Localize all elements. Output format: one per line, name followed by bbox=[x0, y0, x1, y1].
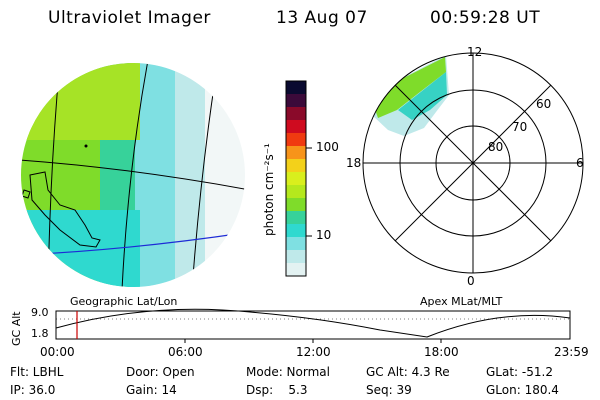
alt-ytick-1-8: 1.8 bbox=[31, 327, 49, 340]
colorbar-frame bbox=[285, 80, 307, 277]
status-ip: IP: 36.0 bbox=[10, 383, 56, 397]
alt-ytick-9: 9.0 bbox=[31, 306, 49, 319]
mlt-label-top: 12 bbox=[467, 45, 483, 59]
status-filter: Flt: LBHL bbox=[10, 365, 64, 379]
time-label: 00:59:28 UT bbox=[430, 8, 541, 28]
status-seq: Seq: 39 bbox=[366, 383, 412, 397]
mlat-label-60: 60 bbox=[536, 97, 552, 111]
colorbar-segment bbox=[286, 224, 306, 238]
colorbar-segment bbox=[286, 133, 306, 147]
geographic-disk bbox=[21, 63, 245, 287]
colorbar-segment bbox=[286, 172, 306, 186]
mlat-label-80: 80 bbox=[488, 140, 504, 154]
colorbar-segment bbox=[286, 263, 306, 277]
status-glon: GLon: 180.4 bbox=[486, 383, 559, 397]
alt-xtick-0000: 00:00 bbox=[40, 345, 75, 359]
alt-xtick-1200: 12:00 bbox=[296, 345, 331, 359]
colorbar-unit-label: photon cm⁻²s⁻¹ bbox=[262, 143, 276, 236]
alt-xtick-1800: 18:00 bbox=[424, 345, 459, 359]
colorbar-segment bbox=[286, 107, 306, 121]
altitude-plot bbox=[55, 308, 571, 343]
colorbar-segment bbox=[286, 81, 306, 95]
status-gain: Gain: 14 bbox=[126, 383, 177, 397]
mlat-label-70: 70 bbox=[512, 120, 528, 134]
colorbar-segment bbox=[286, 198, 306, 212]
alt-xtick-0600: 06:00 bbox=[168, 345, 203, 359]
alt-ylabel: GC Alt bbox=[10, 311, 23, 346]
colorbar bbox=[286, 81, 306, 277]
colorbar-segment bbox=[286, 185, 306, 199]
colorbar-segment bbox=[286, 211, 306, 225]
geographic-panel-label: Geographic Lat/Lon bbox=[70, 295, 178, 308]
apex-polar-plot bbox=[362, 52, 584, 274]
status-door: Door: Open bbox=[126, 365, 195, 379]
status-mode: Mode: Normal bbox=[246, 365, 330, 379]
colorbar-segment bbox=[286, 146, 306, 160]
colorbar-segment bbox=[286, 120, 306, 134]
status-gc-alt: GC Alt: 4.3 Re bbox=[366, 365, 450, 379]
colorbar-tick-10: 10 bbox=[316, 228, 332, 242]
alt-xtick-2359: 23:59 bbox=[554, 345, 589, 359]
colorbar-tick-100: 100 bbox=[316, 140, 339, 154]
status-glat: GLat: -51.2 bbox=[486, 365, 553, 379]
colorbar-segment bbox=[286, 250, 306, 264]
date-label: 13 Aug 07 bbox=[276, 8, 368, 28]
mlt-label-right: 6 bbox=[576, 156, 584, 170]
colorbar-segment bbox=[286, 237, 306, 251]
mlt-label-bottom: 0 bbox=[467, 274, 475, 288]
status-dsp: Dsp: 5.3 bbox=[246, 383, 308, 397]
colorbar-segment bbox=[286, 159, 306, 173]
colorbar-segment bbox=[286, 94, 306, 108]
apex-panel-label: Apex MLat/MLT bbox=[420, 295, 503, 308]
mlt-label-left: 18 bbox=[346, 156, 362, 170]
subpoint-marker bbox=[84, 144, 88, 148]
instrument-title: Ultraviolet Imager bbox=[48, 8, 211, 28]
